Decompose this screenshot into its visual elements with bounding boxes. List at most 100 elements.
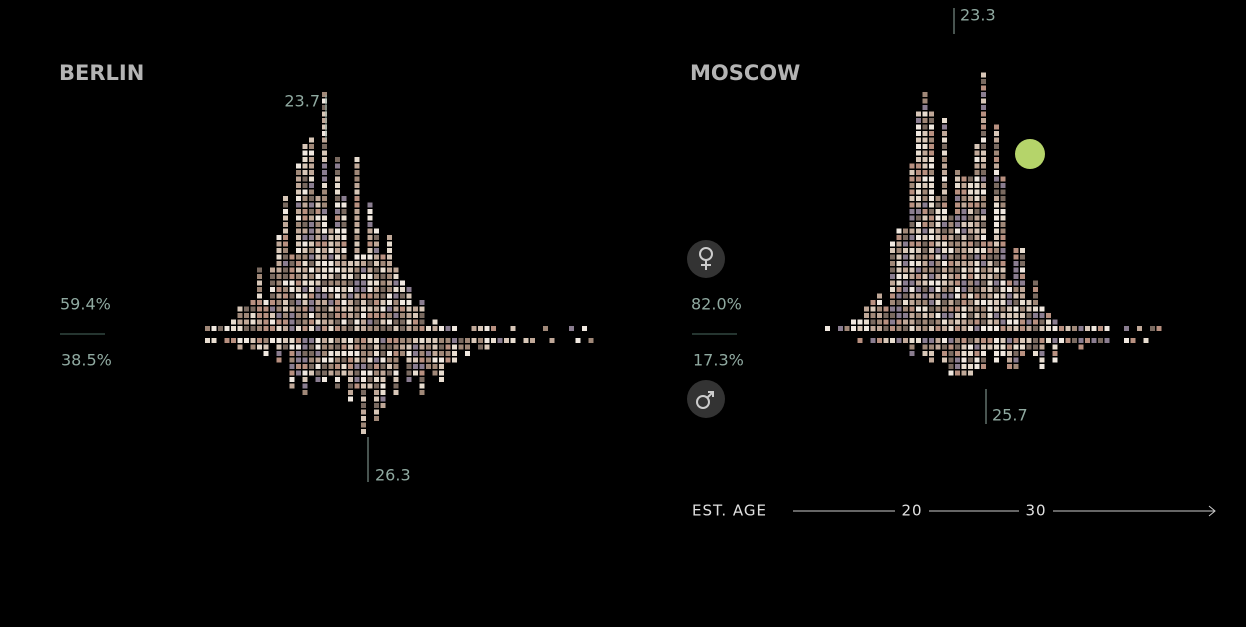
thumbnail bbox=[877, 326, 882, 331]
thumbnail bbox=[400, 300, 405, 305]
thumbnail bbox=[916, 209, 921, 214]
thumbnail bbox=[400, 344, 405, 350]
thumbnail bbox=[825, 326, 830, 331]
thumbnail bbox=[1046, 326, 1051, 331]
thumbnail bbox=[1104, 338, 1110, 343]
thumbnail bbox=[302, 306, 308, 312]
thumbnail bbox=[883, 306, 889, 312]
thumbnail bbox=[296, 313, 301, 318]
thumbnail bbox=[302, 293, 308, 299]
thumbnail bbox=[354, 222, 360, 227]
thumbnail bbox=[484, 338, 490, 343]
thumbnail bbox=[367, 209, 373, 214]
thumbnail bbox=[916, 124, 921, 130]
female-median: 23.7 bbox=[284, 92, 320, 111]
thumbnail bbox=[445, 344, 451, 350]
thumbnail bbox=[302, 383, 308, 389]
thumbnail bbox=[322, 98, 327, 104]
thumbnail bbox=[948, 254, 954, 260]
thumbnail bbox=[864, 306, 869, 312]
cursor-dot[interactable] bbox=[1015, 139, 1045, 169]
thumbnail bbox=[955, 267, 960, 273]
thumbnail bbox=[302, 209, 308, 214]
thumbnail bbox=[400, 326, 405, 331]
thumbnail bbox=[961, 274, 967, 279]
thumbnail bbox=[916, 215, 921, 221]
thumbnail bbox=[1078, 326, 1084, 331]
thumbnail bbox=[309, 364, 314, 369]
thumbnail bbox=[387, 338, 392, 343]
thumbnail bbox=[276, 280, 282, 286]
thumbnail bbox=[413, 306, 418, 312]
thumbnail bbox=[276, 241, 282, 247]
thumbnail bbox=[1033, 338, 1038, 343]
thumbnail bbox=[341, 326, 347, 331]
thumbnail bbox=[543, 326, 548, 331]
thumbnail bbox=[315, 351, 321, 356]
thumbnail bbox=[896, 280, 902, 286]
thumbnail bbox=[374, 357, 379, 363]
female-icon[interactable] bbox=[687, 240, 725, 278]
male-icon[interactable] bbox=[687, 380, 725, 418]
thumbnail bbox=[1156, 326, 1162, 331]
thumbnail bbox=[994, 157, 999, 162]
thumbnail bbox=[328, 364, 334, 369]
thumbnail bbox=[302, 300, 308, 305]
thumbnail bbox=[315, 370, 321, 376]
thumbnail bbox=[981, 306, 986, 312]
axis-label: EST. AGE bbox=[692, 502, 767, 520]
thumbnail bbox=[961, 176, 967, 182]
thumbnail bbox=[309, 241, 314, 247]
thumbnail bbox=[942, 222, 947, 227]
thumbnail bbox=[283, 274, 288, 279]
thumbnail bbox=[406, 287, 412, 292]
thumbnail bbox=[270, 326, 275, 331]
thumbnail bbox=[348, 261, 353, 266]
thumbnail bbox=[465, 351, 470, 356]
thumbnail bbox=[987, 344, 993, 350]
thumbnail bbox=[1033, 313, 1038, 318]
thumbnail bbox=[929, 254, 934, 260]
thumbnail bbox=[374, 409, 379, 415]
thumbnail bbox=[458, 344, 464, 350]
thumbnail bbox=[380, 313, 386, 318]
thumbnail bbox=[935, 235, 941, 240]
thumbnail bbox=[877, 300, 882, 305]
thumbnail bbox=[400, 293, 405, 299]
thumbnail bbox=[1020, 306, 1025, 312]
thumbnail bbox=[309, 196, 314, 201]
thumbnail bbox=[224, 338, 230, 343]
thumbnail bbox=[935, 261, 941, 266]
thumbnail bbox=[393, 351, 399, 356]
thumbnail bbox=[929, 274, 934, 279]
thumbnail bbox=[877, 313, 882, 318]
thumbnail bbox=[909, 313, 915, 318]
thumbnail bbox=[367, 235, 373, 240]
thumbnail bbox=[974, 267, 980, 273]
thumbnail bbox=[922, 306, 928, 312]
thumbnail bbox=[244, 313, 249, 318]
thumbnail bbox=[1039, 326, 1045, 331]
thumbnail bbox=[981, 79, 986, 84]
thumbnail bbox=[302, 248, 308, 253]
thumbnail bbox=[289, 377, 295, 382]
thumbnail bbox=[328, 287, 334, 292]
thumbnail bbox=[981, 319, 986, 325]
thumbnail bbox=[335, 157, 340, 162]
thumbnail bbox=[1007, 293, 1012, 299]
thumbnail bbox=[1000, 313, 1006, 318]
thumbnail bbox=[335, 319, 340, 325]
thumbnail bbox=[283, 300, 288, 305]
thumbnail bbox=[935, 287, 941, 292]
thumbnail bbox=[981, 364, 986, 369]
thumbnail bbox=[270, 287, 275, 292]
thumbnail bbox=[309, 280, 314, 286]
thumbnail bbox=[393, 338, 399, 343]
thumbnail bbox=[968, 313, 973, 318]
thumbnail bbox=[335, 163, 340, 169]
thumbnail bbox=[276, 319, 282, 325]
axis-tick: 20 bbox=[901, 502, 922, 520]
thumbnail bbox=[341, 306, 347, 312]
thumbnail bbox=[348, 313, 353, 318]
thumbnail bbox=[1007, 313, 1012, 318]
